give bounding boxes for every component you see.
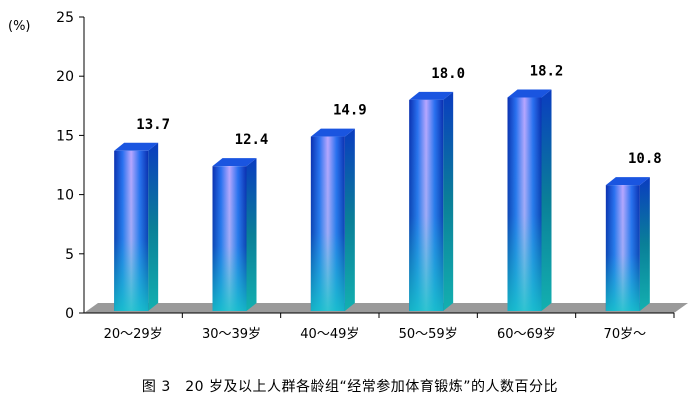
bar-top (605, 177, 650, 186)
category-label: 20～29岁 (104, 327, 163, 342)
bar-side (639, 177, 650, 311)
x-ticks: 20～29岁 30～39岁 40～49岁 50～59岁 60～69岁 70岁～ (104, 313, 675, 342)
bar: 13.7 (114, 117, 170, 311)
bar-glow (409, 99, 444, 311)
bar: 18.0 (409, 66, 465, 311)
y-tick-label: 5 (65, 247, 74, 263)
y-tick-label: 10 (56, 188, 74, 204)
value-label: 12.4 (235, 132, 269, 148)
y-ticks: 0 5 10 15 20 25 (56, 10, 84, 322)
bar-top (114, 142, 159, 151)
value-label: 10.8 (628, 151, 662, 167)
value-label: 14.9 (333, 103, 367, 119)
figure-caption: 图 3 20 岁及以上人群各龄组“经常参加体育锻炼”的人数百分比 (141, 379, 559, 395)
y-tick-label: 0 (65, 306, 74, 322)
category-label: 70岁～ (604, 327, 647, 342)
bar: 10.8 (605, 151, 662, 311)
bar-side (148, 142, 159, 311)
category-label: 50～59岁 (399, 327, 458, 342)
bar-glow (507, 97, 542, 312)
y-tick-label: 25 (56, 10, 74, 26)
bar-glow (212, 166, 247, 311)
bar-top (409, 91, 454, 100)
bar-top (507, 89, 552, 98)
category-label: 40～49岁 (300, 327, 359, 342)
y-tick-label: 15 (56, 128, 74, 144)
bars: 13.7 12.4 14.9 18.0 18.2 10.8 (114, 64, 662, 312)
bar-side (443, 91, 454, 311)
y-tick-label: 20 (56, 69, 74, 85)
value-label: 18.0 (431, 66, 465, 82)
bar: 18.2 (507, 64, 564, 312)
bar: 12.4 (212, 132, 269, 311)
category-label: 30～39岁 (202, 327, 261, 342)
category-label: 60～69岁 (497, 327, 556, 342)
bar-top (310, 128, 355, 137)
bar-side (344, 128, 355, 311)
y-axis-unit: (%) (8, 19, 31, 34)
bar-glow (605, 185, 640, 311)
bar-side (541, 89, 552, 312)
bar-glow (310, 136, 345, 311)
bar-glow (114, 150, 149, 311)
value-label: 13.7 (136, 117, 170, 133)
bar: 14.9 (310, 103, 367, 311)
bar-side (246, 158, 257, 311)
value-label: 18.2 (530, 64, 564, 80)
bar-top (212, 158, 257, 167)
chart-floor (84, 303, 688, 313)
